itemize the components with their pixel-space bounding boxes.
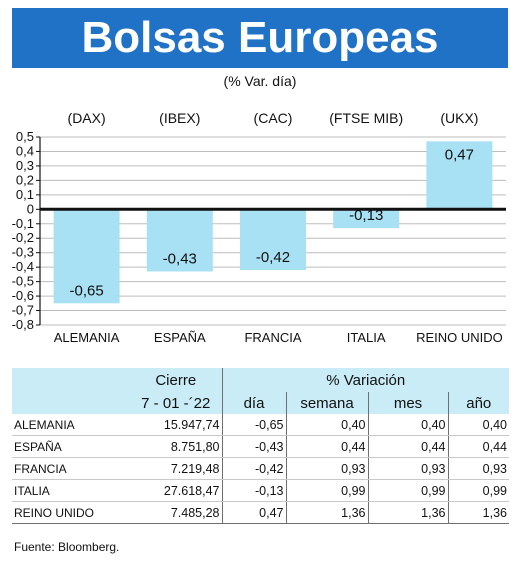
y-tick-label: -0,4 [12,259,34,274]
table-row: ALEMANIA 15.947,74 -0,65 0,40 0,40 0,40 [12,414,509,436]
row-ano: 0,99 [447,479,509,502]
bar [146,209,213,272]
index-label: (CAC) [254,110,293,126]
bar-chart: 0,50,40,30,20,10-0,1-0,2-0,3-0,4-0,5-0,6… [12,110,506,345]
stock-table: Cierre % Variación 7 - 01 -´22 día seman… [12,368,509,524]
data-label: -0,42 [256,249,290,266]
category-label: ESPAÑA [154,330,206,345]
header-mes: mes [367,392,448,414]
row-country: ITALIA [12,479,130,502]
y-tick-label: 0 [27,201,34,216]
index-label: (IBEX) [159,110,200,126]
row-country: ALEMANIA [12,414,130,436]
row-dia: -0,65 [221,414,286,436]
y-tick-label: -0,8 [12,317,34,332]
bar [240,209,306,271]
header-cierre: Cierre [130,368,222,392]
table-row: ESPAÑA 8.751,80 -0,43 0,44 0,44 0,44 [12,435,509,458]
row-mes: 0,44 [367,435,448,458]
table-row: ITALIA 27.618,47 -0,13 0,99 0,99 0,99 [12,479,509,502]
row-dia: -0,13 [221,479,286,502]
y-tick-label: -0,3 [12,245,34,260]
row-semana: 1,36 [285,501,368,524]
row-mes: 1,36 [367,501,448,524]
chart-subtitle: (% Var. día) [223,73,297,89]
row-semana: 0,93 [285,457,368,480]
y-tick-label: 0,5 [16,129,34,144]
row-mes: 0,40 [367,414,448,436]
index-label: (UKX) [440,110,478,126]
index-label: (FTSE MIB) [329,110,403,126]
table-corner-2 [12,392,130,414]
y-tick-label: 0,3 [16,158,34,173]
header-variacion: % Variación [221,368,509,392]
y-tick-label: 0,2 [16,172,34,187]
row-cierre: 7.219,48 [130,457,222,480]
row-ano: 0,40 [447,414,509,436]
header-ano: año [447,392,509,414]
y-tick-label: 0,1 [16,187,34,202]
row-cierre: 15.947,74 [130,414,222,436]
table-row: REINO UNIDO 7.485,28 0,47 1,36 1,36 1,36 [12,501,509,524]
source-note: Fuente: Bloomberg. [14,540,120,554]
data-label: -0,43 [163,250,197,267]
category-label: ITALIA [347,330,386,345]
bar [333,209,400,229]
y-tick-label: -0,7 [12,303,34,318]
row-ano: 1,36 [447,501,509,524]
page-title: Bolsas Europeas [12,8,508,68]
row-cierre: 27.618,47 [130,479,222,502]
row-dia: -0,42 [221,457,286,480]
row-dia: -0,43 [221,435,286,458]
data-label: 0,47 [445,146,474,163]
row-ano: 0,93 [447,457,509,480]
row-mes: 0,99 [367,479,448,502]
data-label: -0,65 [69,282,103,299]
row-country: REINO UNIDO [12,501,130,524]
y-tick-label: -0,6 [12,288,34,303]
data-label: -0,13 [349,207,383,224]
category-label: ALEMANIA [54,330,120,345]
bar [53,209,120,304]
header-semana: semana [285,392,368,414]
header-date: 7 - 01 -´22 [130,392,222,414]
row-semana: 0,44 [285,435,368,458]
row-country: ESPAÑA [12,435,130,458]
row-ano: 0,44 [447,435,509,458]
index-label: (DAX) [68,110,106,126]
bar [426,141,493,210]
row-semana: 0,40 [285,414,368,436]
y-tick-label: -0,2 [12,230,34,245]
y-tick-label: 0,4 [16,143,34,158]
table-row: FRANCIA 7.219,48 -0,42 0,93 0,93 0,93 [12,457,509,480]
header-dia: día [221,392,286,414]
row-mes: 0,93 [367,457,448,480]
row-dia: 0,47 [221,501,286,524]
row-semana: 0,99 [285,479,368,502]
y-tick-label: -0,5 [12,274,34,289]
table-corner [12,368,130,392]
row-country: FRANCIA [12,457,130,480]
category-label: REINO UNIDO [416,330,503,345]
category-label: FRANCIA [244,330,301,345]
row-cierre: 8.751,80 [130,435,222,458]
row-cierre: 7.485,28 [130,501,222,524]
y-tick-label: -0,1 [12,216,34,231]
